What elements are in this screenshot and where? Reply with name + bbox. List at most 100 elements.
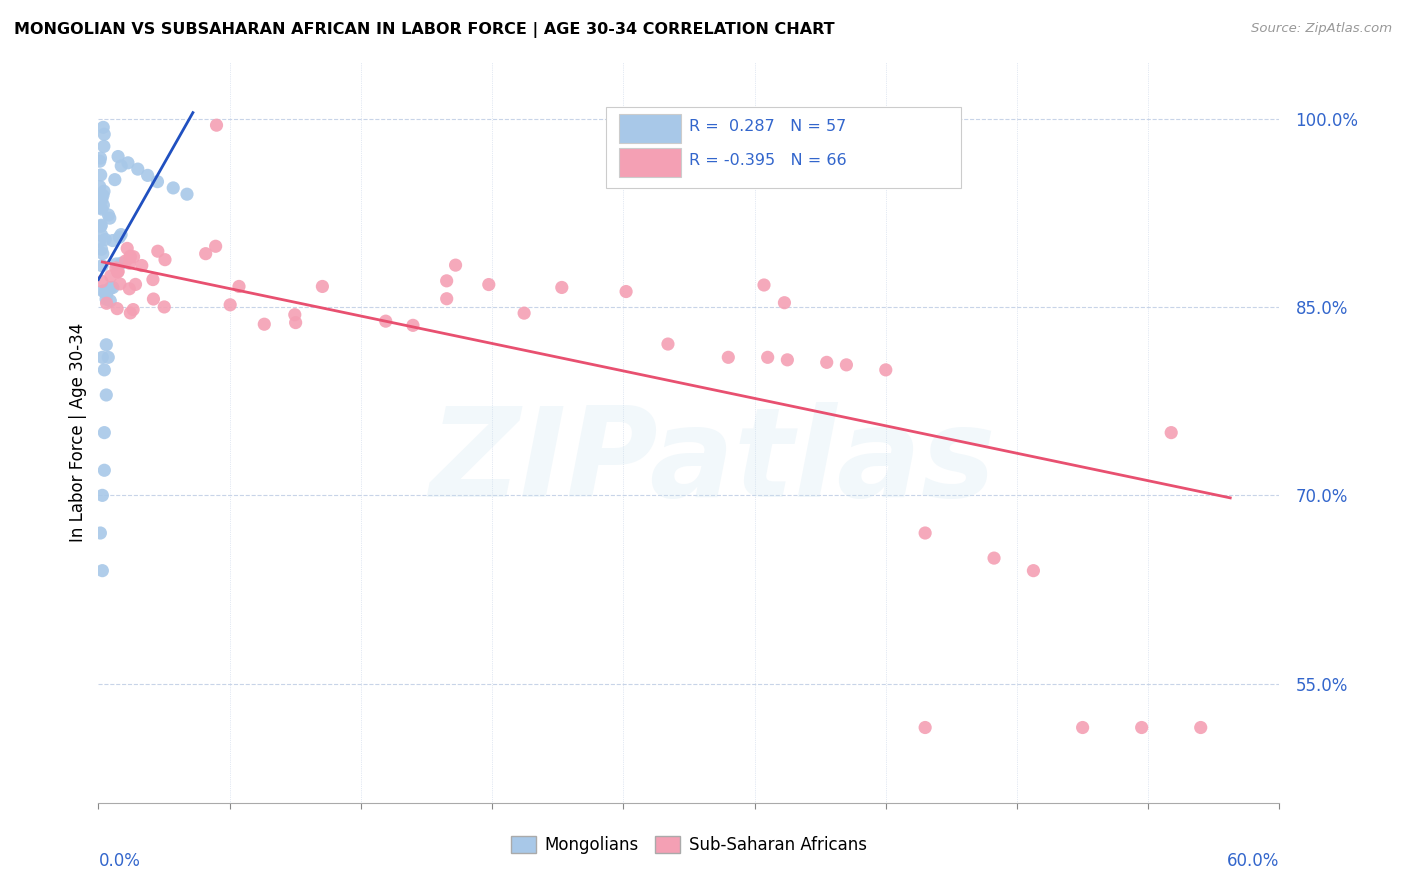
Point <box>176 187 198 202</box>
Point <box>90 228 112 243</box>
Point <box>100 268 122 283</box>
Point <box>93 363 115 377</box>
Point <box>1071 721 1094 735</box>
Point <box>115 241 138 255</box>
Point <box>124 277 146 292</box>
Point <box>108 230 131 244</box>
Point <box>93 198 115 212</box>
Point <box>1022 564 1045 578</box>
Text: R =  0.287   N = 57: R = 0.287 N = 57 <box>689 120 846 135</box>
Point <box>97 208 120 222</box>
Point <box>122 302 145 317</box>
Point <box>90 218 112 232</box>
Point <box>91 259 114 273</box>
Point <box>205 118 228 132</box>
Point <box>436 274 458 288</box>
Point <box>153 300 176 314</box>
Point <box>94 292 117 306</box>
Point <box>100 281 122 295</box>
Point <box>105 257 128 271</box>
Point <box>131 259 153 273</box>
FancyBboxPatch shape <box>619 113 681 143</box>
Point <box>110 159 132 173</box>
Point <box>91 564 114 578</box>
Point <box>120 249 142 263</box>
Text: Source: ZipAtlas.com: Source: ZipAtlas.com <box>1251 22 1392 36</box>
Point <box>96 388 118 402</box>
Point <box>142 292 165 306</box>
Point <box>983 551 1005 566</box>
Point <box>136 169 159 183</box>
Point <box>146 175 169 189</box>
Text: 60.0%: 60.0% <box>1227 852 1279 870</box>
Point <box>436 292 458 306</box>
Point <box>107 264 129 278</box>
Point <box>90 168 112 182</box>
Point <box>90 202 112 216</box>
Point <box>90 242 112 256</box>
Point <box>107 150 129 164</box>
Point <box>118 256 141 270</box>
Point <box>204 239 226 253</box>
Point <box>120 250 142 264</box>
Point <box>117 156 139 170</box>
Point <box>94 232 117 246</box>
Point <box>114 254 136 268</box>
Point <box>402 318 425 333</box>
Point <box>104 260 127 275</box>
Text: 0.0%: 0.0% <box>98 852 141 870</box>
Point <box>374 314 396 328</box>
Point <box>93 139 115 153</box>
Point <box>107 265 129 279</box>
Point <box>284 316 307 330</box>
Point <box>93 184 115 198</box>
Point <box>875 363 897 377</box>
Point <box>311 279 333 293</box>
Point <box>93 425 115 440</box>
Point <box>219 298 242 312</box>
Point <box>91 284 114 298</box>
Point <box>98 211 121 226</box>
Point <box>1130 721 1153 735</box>
Point <box>717 351 740 365</box>
Point <box>815 355 838 369</box>
Point <box>228 279 250 293</box>
Point <box>93 128 115 142</box>
Point <box>127 162 149 177</box>
Point <box>94 284 117 298</box>
Point <box>97 351 120 365</box>
Point <box>776 352 799 367</box>
Point <box>90 193 112 207</box>
Y-axis label: In Labor Force | Age 30-34: In Labor Force | Age 30-34 <box>69 323 87 542</box>
Point <box>122 250 145 264</box>
Point <box>96 338 118 352</box>
Point <box>162 181 184 195</box>
Point <box>284 308 307 322</box>
Point <box>773 295 796 310</box>
Point <box>513 306 536 320</box>
Point <box>91 351 114 365</box>
Point <box>478 277 501 292</box>
Point <box>93 463 115 477</box>
Text: R = -0.395   N = 66: R = -0.395 N = 66 <box>689 153 846 169</box>
Point <box>752 278 775 293</box>
Point <box>98 293 121 308</box>
Point <box>91 120 114 135</box>
Point <box>98 282 121 296</box>
Point <box>105 301 128 316</box>
Point <box>91 246 114 260</box>
Point <box>96 296 118 310</box>
Point <box>253 317 276 331</box>
Point <box>96 285 118 300</box>
Point <box>444 258 467 272</box>
Legend: Mongolians, Sub-Saharan Africans: Mongolians, Sub-Saharan Africans <box>505 830 873 861</box>
Point <box>94 285 117 300</box>
Point <box>89 235 111 249</box>
Point <box>96 286 118 301</box>
Text: MONGOLIAN VS SUBSAHARAN AFRICAN IN LABOR FORCE | AGE 30-34 CORRELATION CHART: MONGOLIAN VS SUBSAHARAN AFRICAN IN LABOR… <box>14 22 835 38</box>
Point <box>756 351 779 365</box>
Point <box>614 285 637 299</box>
Point <box>90 275 112 289</box>
Point <box>110 227 132 242</box>
Point <box>146 244 169 259</box>
